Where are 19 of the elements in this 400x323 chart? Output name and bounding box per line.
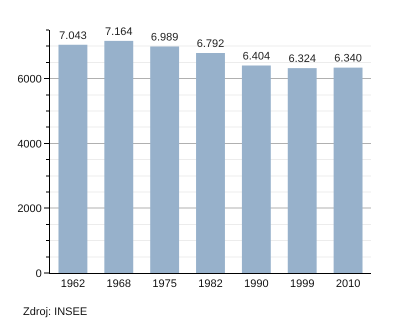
data-label: 6.324 [288,53,316,66]
data-label: 6.340 [334,52,362,65]
x-tick-label: 2010 [336,278,360,290]
x-tick-label: 1962 [60,278,86,290]
x-tick-label: 1990 [244,278,269,290]
data-label: 6.989 [150,32,178,44]
y-tick-label: 4000 [17,138,42,150]
x-tick-label: 1975 [152,278,177,290]
y-tick-label: 6000 [17,73,42,86]
x-tick-label: 1982 [198,278,223,290]
y-tick-label: 0 [36,268,42,280]
data-label: 6.404 [242,50,270,63]
text: Zdroj: INSEE [23,306,88,318]
x-tick-label: 1999 [290,278,314,290]
data-label: 7.043 [59,30,87,42]
data-label: 7.164 [105,26,133,38]
data-label: 6.792 [196,38,224,50]
y-tick-label: 2000 [17,203,42,216]
x-tick-label: 1968 [106,278,132,290]
